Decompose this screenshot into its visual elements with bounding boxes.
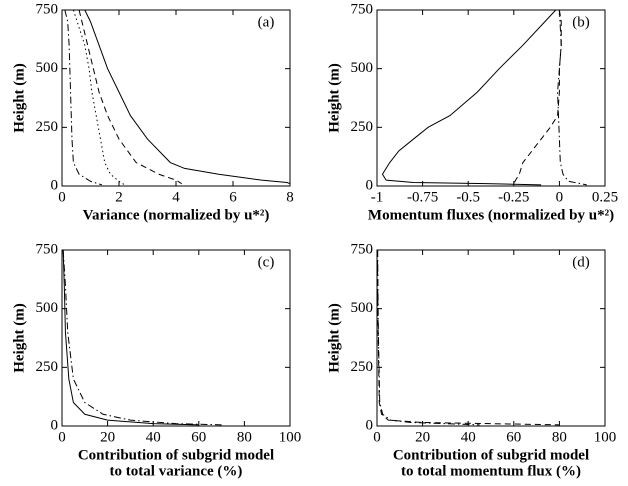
y-tick-label: 250	[351, 119, 374, 135]
x-tick-label: 2	[115, 189, 123, 205]
y-tick-label: 250	[36, 359, 59, 375]
x-tick-label: -0.75	[407, 189, 438, 205]
x-tick-label: 6	[229, 189, 237, 205]
x-axis-label: to total variance (%)	[110, 463, 243, 479]
x-tick-label: 60	[506, 429, 521, 445]
profile-line	[377, 250, 480, 426]
y-axis-label: Height (m)	[326, 63, 342, 133]
y-tick-label: 250	[351, 359, 374, 375]
x-tick-label: -1	[371, 189, 384, 205]
axes-box	[376, 9, 606, 187]
y-tick-label: 750	[351, 241, 374, 257]
x-tick-label: 4	[172, 189, 180, 205]
x-tick-label: 60	[191, 429, 206, 445]
x-axis-label: Momentum fluxes (normalized by u*²)	[368, 207, 614, 223]
y-tick-label: 500	[36, 300, 59, 316]
x-tick-label: 0	[58, 189, 66, 205]
x-tick-label: 0.25	[592, 189, 618, 205]
panel-label: (c)	[258, 254, 275, 270]
profile-line	[78, 10, 182, 185]
profile-line	[377, 250, 560, 426]
x-tick-label: 20	[100, 429, 115, 445]
y-tick-label: 750	[36, 1, 59, 17]
profile-line	[62, 250, 222, 426]
x-tick-label: 8	[286, 189, 294, 205]
profile-line	[72, 10, 125, 186]
y-tick-label: 0	[366, 177, 374, 193]
profile-line	[513, 10, 562, 184]
y-tick-label: 750	[36, 241, 59, 257]
y-axis-label: Height (m)	[11, 63, 27, 133]
x-tick-label: 100	[594, 429, 617, 445]
x-axis-label: to total momentum flux (%)	[401, 463, 581, 479]
x-axis-label: Contribution of subgrid model	[393, 447, 589, 463]
y-tick-label: 250	[36, 119, 59, 135]
x-tick-label: 40	[461, 429, 476, 445]
x-tick-label: 100	[279, 429, 302, 445]
y-tick-label: 750	[351, 1, 374, 17]
y-tick-label: 0	[51, 417, 59, 433]
y-axis-label: Height (m)	[11, 303, 27, 373]
x-tick-label: 0	[556, 189, 564, 205]
axes-box	[61, 9, 291, 187]
x-axis-label: Contribution of subgrid model	[78, 447, 274, 463]
panel-label: (d)	[572, 254, 590, 270]
axes-box	[61, 249, 291, 427]
x-tick-label: 0	[58, 429, 66, 445]
x-tick-label: 40	[146, 429, 161, 445]
y-tick-label: 500	[351, 300, 374, 316]
x-tick-label: -0.5	[456, 189, 480, 205]
x-tick-label: 80	[552, 429, 567, 445]
profile-line	[557, 10, 587, 186]
y-tick-label: 0	[366, 417, 374, 433]
profile-line	[64, 10, 103, 186]
y-tick-label: 500	[351, 60, 374, 76]
profile-line	[84, 10, 290, 185]
profile-line	[62, 250, 199, 426]
x-tick-label: 20	[415, 429, 430, 445]
panel-label: (a)	[258, 14, 275, 30]
y-tick-label: 0	[51, 177, 59, 193]
x-tick-label: -0.25	[498, 189, 529, 205]
x-tick-label: 0	[373, 429, 381, 445]
y-axis-label: Height (m)	[326, 303, 342, 373]
panel-label: (b)	[572, 14, 590, 30]
y-tick-label: 500	[36, 60, 59, 76]
profile-line	[381, 10, 557, 186]
x-tick-label: 80	[237, 429, 252, 445]
axes-box	[376, 249, 606, 427]
x-axis-label: Variance (normalized by u*²)	[83, 207, 270, 223]
